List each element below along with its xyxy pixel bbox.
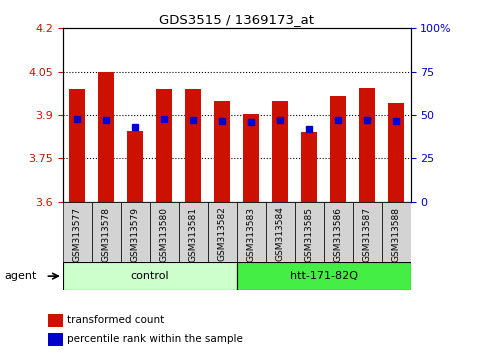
Bar xyxy=(70,89,85,202)
Text: transformed count: transformed count xyxy=(67,315,164,325)
Bar xyxy=(208,202,237,262)
Bar xyxy=(243,114,259,202)
Bar xyxy=(63,202,92,262)
Text: GSM313577: GSM313577 xyxy=(73,207,82,262)
Bar xyxy=(388,103,404,202)
Text: GSM313584: GSM313584 xyxy=(276,207,284,262)
Text: percentile rank within the sample: percentile rank within the sample xyxy=(67,335,243,344)
Bar xyxy=(121,202,150,262)
Bar xyxy=(272,101,288,202)
Bar xyxy=(382,202,411,262)
Bar xyxy=(128,131,143,202)
Bar xyxy=(237,262,411,290)
Bar xyxy=(99,72,114,202)
Bar xyxy=(266,202,295,262)
Bar xyxy=(295,202,324,262)
Text: GSM313580: GSM313580 xyxy=(160,207,169,262)
Text: htt-171-82Q: htt-171-82Q xyxy=(290,271,357,281)
Text: GSM313587: GSM313587 xyxy=(363,207,371,262)
Bar xyxy=(156,89,172,202)
Bar xyxy=(330,96,346,202)
Bar xyxy=(324,202,353,262)
Bar xyxy=(237,202,266,262)
Text: GSM313588: GSM313588 xyxy=(392,207,400,262)
Text: GSM313586: GSM313586 xyxy=(334,207,342,262)
Text: GSM313585: GSM313585 xyxy=(305,207,313,262)
Text: GSM313582: GSM313582 xyxy=(218,207,227,262)
Bar xyxy=(48,314,63,327)
Bar xyxy=(92,202,121,262)
Text: GSM313581: GSM313581 xyxy=(189,207,198,262)
Bar xyxy=(48,333,63,346)
Bar xyxy=(150,202,179,262)
Bar xyxy=(214,101,230,202)
Bar xyxy=(179,202,208,262)
Bar xyxy=(185,89,201,202)
Text: GSM313583: GSM313583 xyxy=(247,207,256,262)
Text: control: control xyxy=(130,271,169,281)
Bar xyxy=(359,87,375,202)
Text: GSM313578: GSM313578 xyxy=(102,207,111,262)
Bar xyxy=(301,132,317,202)
Text: agent: agent xyxy=(5,271,37,281)
Text: GSM313579: GSM313579 xyxy=(131,207,140,262)
Title: GDS3515 / 1369173_at: GDS3515 / 1369173_at xyxy=(159,13,314,26)
Bar xyxy=(353,202,382,262)
Bar xyxy=(63,262,237,290)
